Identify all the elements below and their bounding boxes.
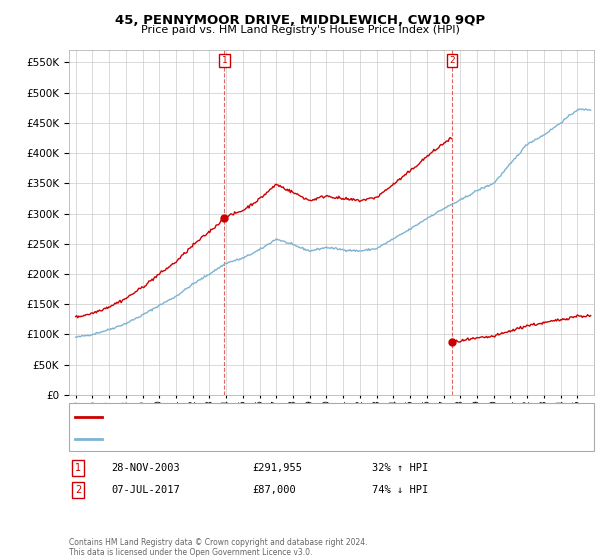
Text: £291,955: £291,955 [252,463,302,473]
Text: 45, PENNYMOOR DRIVE, MIDDLEWICH, CW10 9QP: 45, PENNYMOOR DRIVE, MIDDLEWICH, CW10 9Q… [115,14,485,27]
Text: HPI: Average price, detached house, Cheshire East: HPI: Average price, detached house, Ches… [108,434,356,444]
Text: Contains HM Land Registry data © Crown copyright and database right 2024.
This d: Contains HM Land Registry data © Crown c… [69,538,367,557]
Text: 07-JUL-2017: 07-JUL-2017 [111,485,180,495]
Text: 1: 1 [221,56,227,65]
Text: Price paid vs. HM Land Registry's House Price Index (HPI): Price paid vs. HM Land Registry's House … [140,25,460,35]
Text: 2: 2 [449,56,455,65]
Text: 1: 1 [75,463,81,473]
Text: £87,000: £87,000 [252,485,296,495]
Text: 28-NOV-2003: 28-NOV-2003 [111,463,180,473]
Text: 45, PENNYMOOR DRIVE, MIDDLEWICH, CW10 9QP (detached house): 45, PENNYMOOR DRIVE, MIDDLEWICH, CW10 9Q… [108,413,441,422]
Text: 74% ↓ HPI: 74% ↓ HPI [372,485,428,495]
Text: 2: 2 [75,485,81,495]
Text: 32% ↑ HPI: 32% ↑ HPI [372,463,428,473]
